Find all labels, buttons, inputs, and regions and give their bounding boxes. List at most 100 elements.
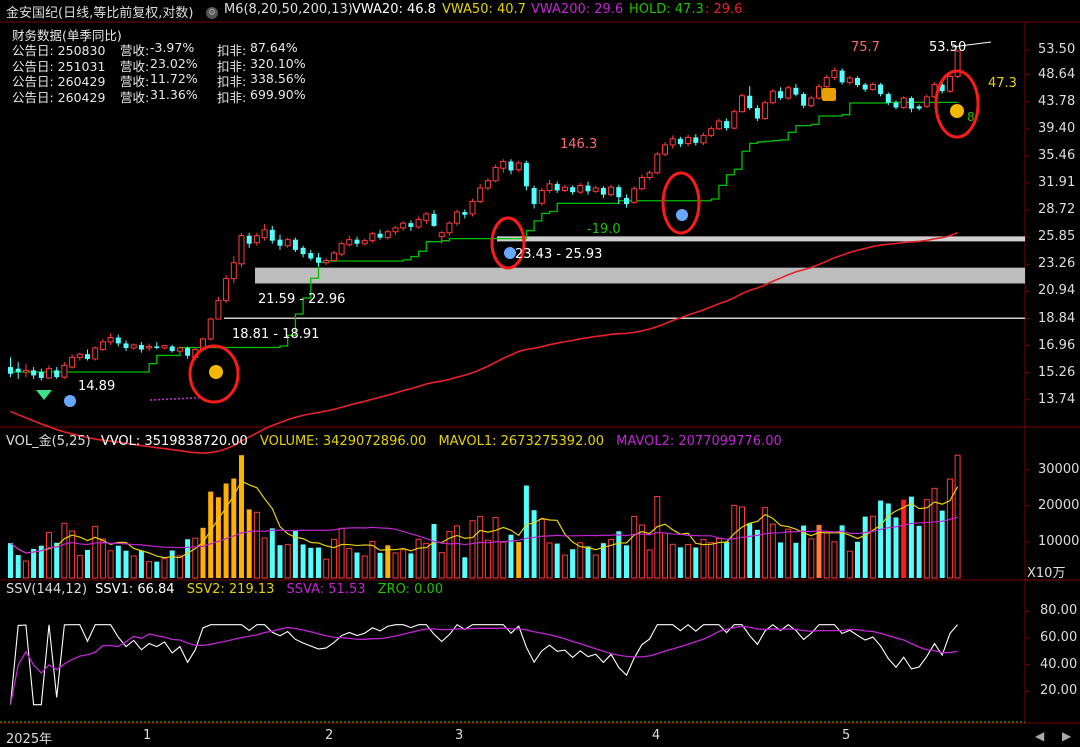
signal-box-icon (822, 88, 836, 101)
volume-bar (31, 548, 37, 578)
volume-bar (431, 524, 437, 578)
candle-body-up (338, 243, 345, 255)
candle-body-down (778, 91, 783, 99)
settings-gear-icon[interactable]: ⚙ (206, 7, 218, 19)
volume-bar (423, 542, 430, 579)
volume-bar (269, 528, 275, 578)
volume-bar (38, 545, 44, 578)
ssv1-line (9, 623, 959, 706)
volume-bar (338, 527, 345, 579)
candle-body-up (739, 95, 745, 113)
financial-row-date: 公告日: 260429 (12, 74, 106, 89)
candle-body-up (546, 183, 553, 191)
candle-body-down (377, 233, 383, 238)
volume-bar (115, 545, 121, 578)
candle-body-down (570, 187, 576, 193)
volume-bar (669, 543, 676, 579)
candle-body-down (916, 106, 922, 109)
candle-body-up (454, 211, 461, 224)
candle-body-up (500, 160, 507, 169)
volume-bar (646, 549, 653, 579)
price-tick-label: 15.26 (1038, 364, 1076, 380)
volume-bar (769, 523, 776, 579)
hold-support-step-line (10, 101, 958, 373)
candle-body-down (123, 343, 129, 348)
volume-bar (600, 543, 606, 578)
volume-indicator-name[interactable]: VOL_金(5,25) (6, 434, 91, 449)
time-axis-label: 3 (455, 728, 464, 743)
volume-bar (878, 500, 884, 578)
time-axis-label: 2025年 (6, 732, 53, 747)
volume-bar (839, 525, 845, 578)
candle-body-up (423, 213, 430, 221)
candle-body-up (438, 232, 445, 238)
candle-body-up (662, 144, 668, 155)
financial-row-revenue-label: 营收: (120, 43, 150, 58)
highlight-circle (934, 69, 980, 139)
candle-body-up (762, 102, 769, 120)
financial-row-revenue-value: 31.36% (150, 86, 198, 102)
volume-bar (846, 550, 853, 579)
candle-body-down (885, 94, 891, 103)
volume-bar (901, 499, 907, 578)
financial-row-date: 公告日: 251031 (12, 58, 106, 74)
scroll-right-arrow-icon[interactable]: ▶ (1062, 729, 1072, 743)
volume-bar (400, 549, 407, 579)
volume-bar (69, 530, 76, 579)
financial-row-profit-label: 扣非: (217, 58, 247, 74)
candle-body-up (900, 97, 907, 108)
volume-bar (253, 511, 260, 579)
candle-body-down (585, 185, 591, 192)
volume-bar (462, 557, 468, 578)
candle-body-up (22, 369, 29, 373)
ssv1-value: SSV1: 66.84 (95, 582, 175, 597)
scroll-left-arrow-icon[interactable]: ◀ (1035, 729, 1045, 743)
candle-body-down (115, 337, 121, 344)
candle-body-up (215, 300, 222, 320)
candle-body-down (15, 368, 21, 373)
candle-body-up (654, 153, 661, 174)
volume-bar (223, 483, 229, 578)
candle-body-down (878, 84, 884, 95)
indicator-name[interactable]: M6(8,20,50,200,13) (224, 2, 353, 17)
volume-bar (85, 549, 90, 578)
candle-body-up (223, 278, 230, 302)
candle-body-up (669, 138, 676, 146)
candle-body-down (8, 367, 13, 374)
volume-bar (624, 545, 629, 578)
annotation-range-3: 23.43 - 25.93 (515, 247, 603, 262)
candle-body-down (747, 95, 753, 109)
price-tick-label: 39.40 (1038, 120, 1076, 136)
candle-body-down (600, 187, 606, 195)
volume-bar (161, 558, 168, 579)
volume-bar (808, 538, 815, 579)
volume-bar (577, 542, 584, 579)
candle-body-down (793, 87, 799, 95)
candle-body-up (261, 229, 268, 239)
financial-row-profit-value: 87.64% (250, 40, 298, 55)
candle-body-down (246, 235, 252, 244)
ssv-indicator-name[interactable]: SSV(144,12) (6, 582, 88, 597)
candle-body-down (277, 239, 283, 246)
stock-title[interactable]: 金安国纪(日线,等比前复权,对数) (6, 6, 194, 21)
annotation-53-50: 53.50 (929, 40, 967, 55)
volume-bar (192, 537, 199, 579)
candle-body-up (708, 128, 715, 136)
vvol-value: VVOL: 3519838720.00 (100, 434, 248, 449)
candle-body-up (538, 189, 545, 204)
annotation-47-3: 47.3 (988, 76, 1017, 91)
vwa20-value: VWA20: 46.8 (352, 2, 436, 17)
volume-bar (369, 540, 376, 579)
candle-body-up (816, 86, 822, 99)
volume-bar (377, 552, 383, 578)
financial-row-profit-label: 扣非: (217, 74, 247, 89)
volume-bar (715, 538, 722, 579)
price-tick-label: 18.84 (1038, 310, 1076, 326)
candle-body-up (700, 134, 707, 144)
volume-tick-label: 20000 (1038, 497, 1080, 513)
candle-body-down (939, 84, 945, 92)
volume-bar (608, 538, 615, 579)
pointer-arrow (951, 41, 992, 48)
candle-body-up (492, 166, 499, 182)
